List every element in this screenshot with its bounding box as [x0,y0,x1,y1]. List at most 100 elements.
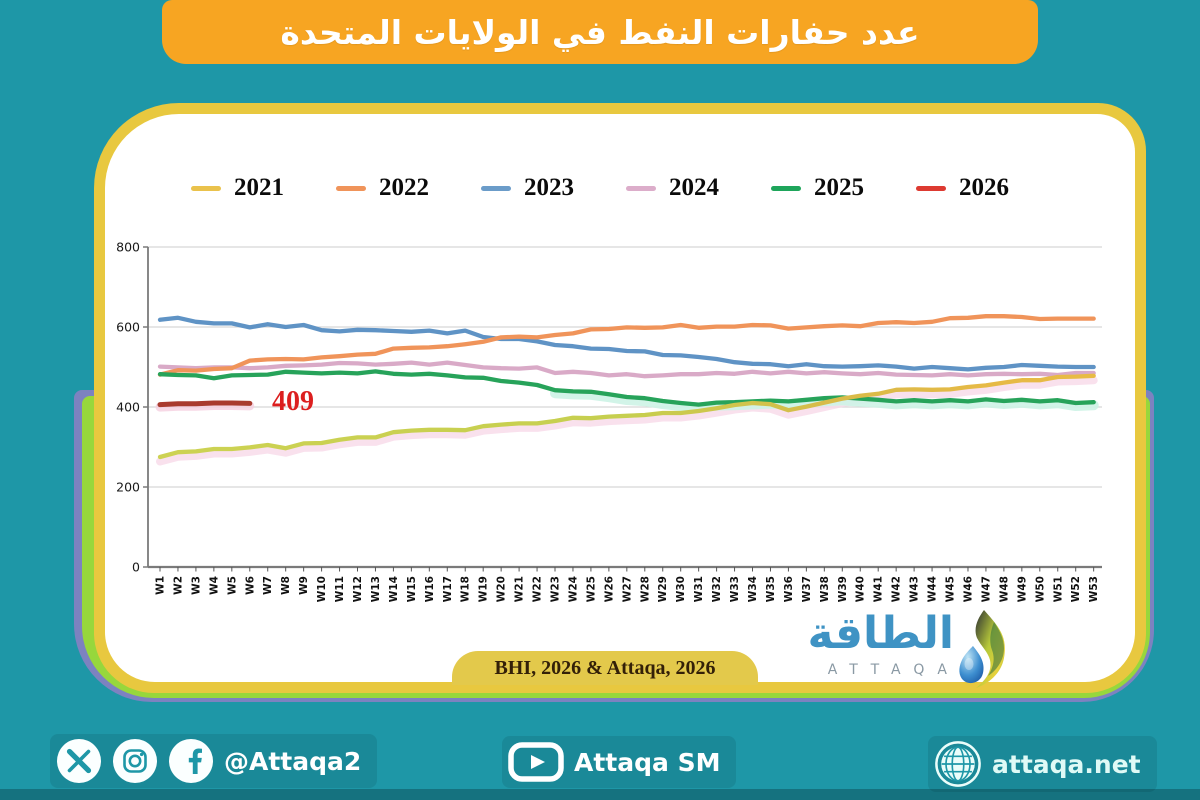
legend-label: 2021 [234,174,284,201]
svg-text:W2: W2 [172,576,184,595]
svg-text:W52: W52 [1070,576,1082,602]
series-line-2023 [157,315,1096,372]
svg-text:W29: W29 [657,576,669,602]
globe-icon[interactable] [934,740,982,788]
svg-text:W14: W14 [388,576,400,602]
svg-text:W37: W37 [801,576,813,602]
svg-text:W20: W20 [496,576,508,602]
flame-droplet-icon [959,610,1005,688]
legend-item-2023: 2023 [481,174,574,202]
svg-text:W33: W33 [729,576,741,602]
chart-card [94,103,1146,693]
footer-handle-attaqa-sm[interactable]: Attaqa SM [574,747,721,777]
svg-text:W38: W38 [819,576,831,602]
svg-text:0: 0 [132,560,140,575]
svg-text:W9: W9 [298,576,310,595]
svg-text:400: 400 [116,400,140,415]
svg-text:W25: W25 [585,576,597,602]
legend-dash-2023 [481,185,511,191]
svg-text:W7: W7 [262,576,274,595]
series-line-2024 [157,360,1096,379]
facebook-icon[interactable] [168,738,214,784]
svg-text:W47: W47 [980,576,992,602]
svg-text:W42: W42 [891,576,903,602]
svg-text:W15: W15 [406,576,418,602]
logo-arabic-text: الطاقة [807,608,954,659]
attaqa-logo: الطاقة ATTAQA [808,608,1012,690]
svg-text:W19: W19 [478,576,490,602]
svg-text:W4: W4 [208,576,220,595]
series-line-2022 [157,314,1096,377]
svg-text:W28: W28 [639,576,651,602]
legend-dash-2022 [336,185,366,191]
title-banner: عدد حفارات النفط في الولايات المتحدة [162,0,1038,64]
svg-text:W3: W3 [190,576,202,595]
legend-item-2025: 2025 [771,174,864,202]
series-line-2026 [157,400,253,408]
footer-handle-attaqa-net[interactable]: attaqa.net [992,749,1141,779]
bottom-shade-strip [0,789,1200,800]
svg-text:W31: W31 [693,576,705,602]
legend-item-2026: 2026 [916,174,1009,202]
legend-item-2022: 2022 [336,174,429,202]
x-icon[interactable] [56,738,102,784]
svg-text:W24: W24 [567,576,579,602]
annotation-409: 409 [272,386,314,417]
svg-text:W48: W48 [998,576,1010,602]
svg-text:W49: W49 [1016,576,1028,602]
svg-text:W10: W10 [316,576,328,602]
svg-text:W23: W23 [550,576,562,602]
svg-text:W51: W51 [1052,576,1064,602]
svg-text:W36: W36 [783,576,795,602]
svg-text:W32: W32 [711,576,723,602]
instagram-icon[interactable] [112,738,158,784]
svg-text:600: 600 [116,320,140,335]
svg-text:W6: W6 [244,576,256,595]
footer-social-left[interactable]: @Attaqa2 [50,734,378,788]
chart-legend: 2021 2022 2023 2024 2025 2026 [120,168,1080,208]
svg-text:W50: W50 [1034,576,1046,602]
svg-text:200: 200 [116,480,140,495]
svg-text:W39: W39 [837,576,849,602]
svg-text:W46: W46 [962,576,974,602]
youtube-icon[interactable] [508,740,564,784]
svg-text:W44: W44 [927,576,939,602]
svg-text:W27: W27 [621,576,633,602]
logo-latin-text: ATTAQA [827,662,960,678]
series-line-2025 [157,369,1096,407]
svg-text:W21: W21 [514,576,526,602]
legend-label: 2025 [814,174,864,201]
svg-text:W8: W8 [280,576,292,595]
series-line-2021 [157,373,1096,460]
svg-text:W30: W30 [675,576,687,602]
legend-label: 2022 [379,174,429,201]
page-title: عدد حفارات النفط في الولايات المتحدة [280,12,920,52]
source-label: BHI, 2026 & Attaqa, 2026 [494,656,716,679]
legend-label: 2026 [959,174,1009,201]
legend-dash-2021 [191,185,221,191]
svg-text:W1: W1 [155,576,167,595]
svg-text:800: 800 [116,240,140,255]
legend-item-2024: 2024 [626,174,719,202]
svg-text:W13: W13 [370,576,382,602]
rig-count-line-chart: 0 200 400 600 800 W1 W2 W3 W4 W5 W6 W7 W8 W9 W10 W11 W12… [116,240,1102,602]
footer-social-right[interactable]: attaqa.net [928,736,1157,792]
svg-text:W26: W26 [603,576,615,602]
svg-text:W34: W34 [747,576,759,602]
svg-text:W22: W22 [532,576,544,602]
svg-text:W16: W16 [424,576,436,602]
social-footer: @Attaqa2 Attaqa SM attaqa.net [0,732,1200,792]
svg-text:W43: W43 [909,576,921,602]
svg-text:W18: W18 [460,576,472,602]
svg-text:W35: W35 [765,576,777,602]
svg-text:W17: W17 [442,576,454,602]
legend-dash-2026 [916,185,946,191]
legend-item-2021: 2021 [191,174,284,202]
svg-text:W40: W40 [855,576,867,602]
footer-handle-attaqa2[interactable]: @Attaqa2 [224,746,362,776]
svg-text:W53: W53 [1088,576,1100,602]
legend-label: 2024 [669,174,719,201]
footer-social-center[interactable]: Attaqa SM [502,736,737,788]
svg-text:W45: W45 [945,576,957,602]
legend-label: 2023 [524,174,574,201]
